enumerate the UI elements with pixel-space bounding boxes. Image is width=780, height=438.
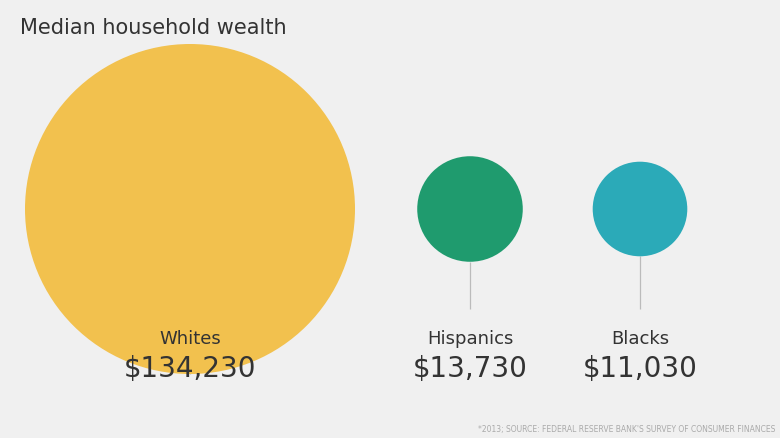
Text: Hispanics: Hispanics [427, 329, 513, 347]
Text: $13,730: $13,730 [413, 354, 527, 382]
Text: $134,230: $134,230 [124, 354, 257, 382]
Circle shape [25, 45, 355, 374]
Text: Median household wealth: Median household wealth [20, 18, 286, 38]
Circle shape [593, 162, 687, 257]
Circle shape [417, 157, 523, 262]
Text: Blacks: Blacks [611, 329, 669, 347]
Text: Whites: Whites [159, 329, 221, 347]
Text: *2013; SOURCE: FEDERAL RESERVE BANK'S SURVEY OF CONSUMER FINANCES: *2013; SOURCE: FEDERAL RESERVE BANK'S SU… [477, 424, 775, 433]
Text: $11,030: $11,030 [583, 354, 697, 382]
